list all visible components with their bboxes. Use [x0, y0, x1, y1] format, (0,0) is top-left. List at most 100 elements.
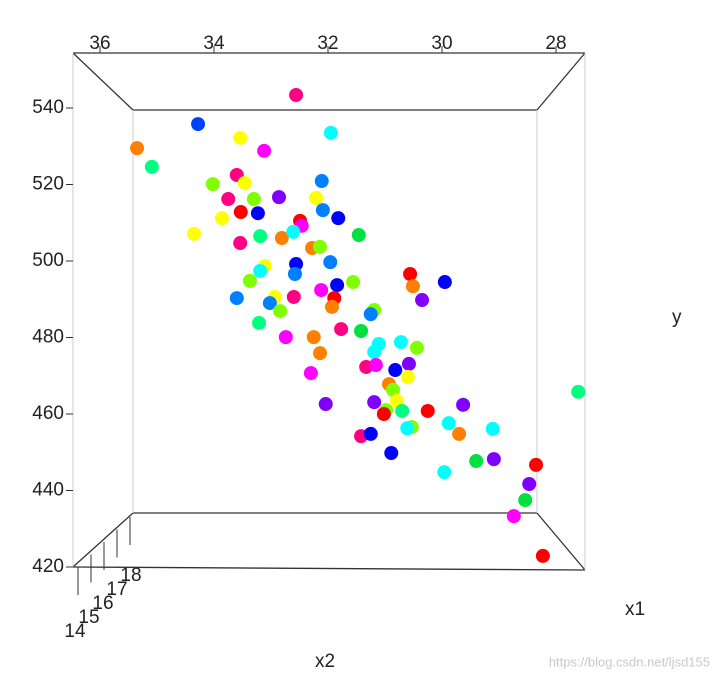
point — [384, 446, 399, 461]
x-tick-label: 32 — [317, 33, 338, 54]
z-tick-label: 14 — [64, 621, 86, 642]
point — [385, 382, 400, 397]
point — [330, 278, 345, 293]
point — [314, 174, 329, 189]
point — [346, 275, 361, 290]
y-tick-label: 420 — [32, 556, 64, 577]
point — [452, 426, 467, 441]
point — [324, 299, 339, 314]
y-tick-label: 500 — [32, 250, 64, 271]
point — [314, 283, 329, 298]
point — [287, 267, 302, 282]
y-tick-label: 540 — [32, 97, 64, 118]
z-axis-label: x2 — [315, 651, 335, 672]
point — [323, 125, 338, 140]
point — [486, 452, 501, 467]
point — [409, 340, 424, 355]
point — [233, 205, 248, 220]
point — [187, 226, 202, 241]
point — [368, 358, 383, 373]
point — [376, 407, 391, 421]
point — [246, 192, 261, 207]
point — [571, 384, 586, 399]
point — [334, 322, 349, 337]
point — [273, 304, 288, 319]
point — [250, 206, 265, 221]
y-tick-label: 520 — [32, 174, 64, 195]
point — [286, 289, 301, 304]
point — [289, 87, 304, 102]
point — [229, 291, 244, 306]
point — [351, 227, 366, 242]
point — [130, 141, 145, 156]
point — [485, 421, 500, 436]
y-axis-label: y — [672, 307, 682, 328]
point — [262, 296, 277, 311]
x-tick-label: 28 — [545, 33, 566, 54]
point — [313, 239, 328, 254]
point — [257, 143, 272, 158]
frame-edge — [72, 52, 134, 111]
point — [286, 224, 301, 239]
point — [415, 293, 430, 308]
z-tick-label: 18 — [120, 565, 141, 586]
point — [400, 421, 415, 436]
point — [233, 236, 248, 251]
x-tick-label: 30 — [431, 33, 452, 54]
point — [403, 267, 418, 282]
point — [529, 457, 544, 472]
point — [315, 203, 330, 218]
frame-edge — [72, 512, 134, 568]
z-tick-label: 15 — [78, 607, 99, 628]
point — [367, 345, 382, 360]
point — [395, 403, 410, 418]
point — [456, 397, 471, 412]
point — [303, 366, 318, 381]
point — [506, 509, 521, 524]
point — [323, 255, 338, 270]
point — [233, 130, 248, 145]
point — [400, 369, 415, 384]
x-tick-label: 36 — [89, 33, 110, 54]
point — [388, 363, 403, 378]
point — [363, 426, 378, 441]
frame-edge — [72, 566, 586, 571]
point — [441, 416, 456, 431]
point — [393, 335, 408, 350]
point — [331, 211, 346, 226]
watermark: https://blog.csdn.net/ljsd155 — [549, 654, 710, 669]
frame-edge — [536, 512, 586, 571]
point — [271, 190, 286, 205]
point — [191, 117, 206, 132]
point — [205, 177, 220, 192]
point — [354, 323, 369, 338]
y-tick-label: 440 — [32, 480, 64, 501]
z-tick-label: 17 — [106, 579, 127, 600]
point — [367, 395, 382, 410]
z-tick-label: 16 — [92, 593, 113, 614]
y-tick-label: 480 — [32, 327, 64, 348]
point — [144, 159, 159, 174]
y-tick-label: 460 — [32, 403, 64, 424]
x-tick-label: 34 — [203, 33, 225, 54]
point — [252, 315, 267, 330]
point — [318, 397, 333, 412]
point — [306, 330, 321, 345]
frame-edge — [536, 52, 586, 111]
point — [253, 263, 268, 278]
point — [437, 465, 452, 480]
point — [313, 346, 328, 361]
point — [278, 330, 293, 345]
x-axis-label: x1 — [625, 599, 645, 620]
point — [522, 476, 537, 491]
point — [518, 493, 533, 508]
point — [237, 175, 252, 190]
point — [309, 190, 324, 205]
point — [363, 307, 378, 322]
point — [535, 548, 550, 563]
point — [221, 192, 236, 207]
point — [469, 454, 484, 469]
point — [214, 211, 229, 226]
point — [253, 229, 268, 244]
